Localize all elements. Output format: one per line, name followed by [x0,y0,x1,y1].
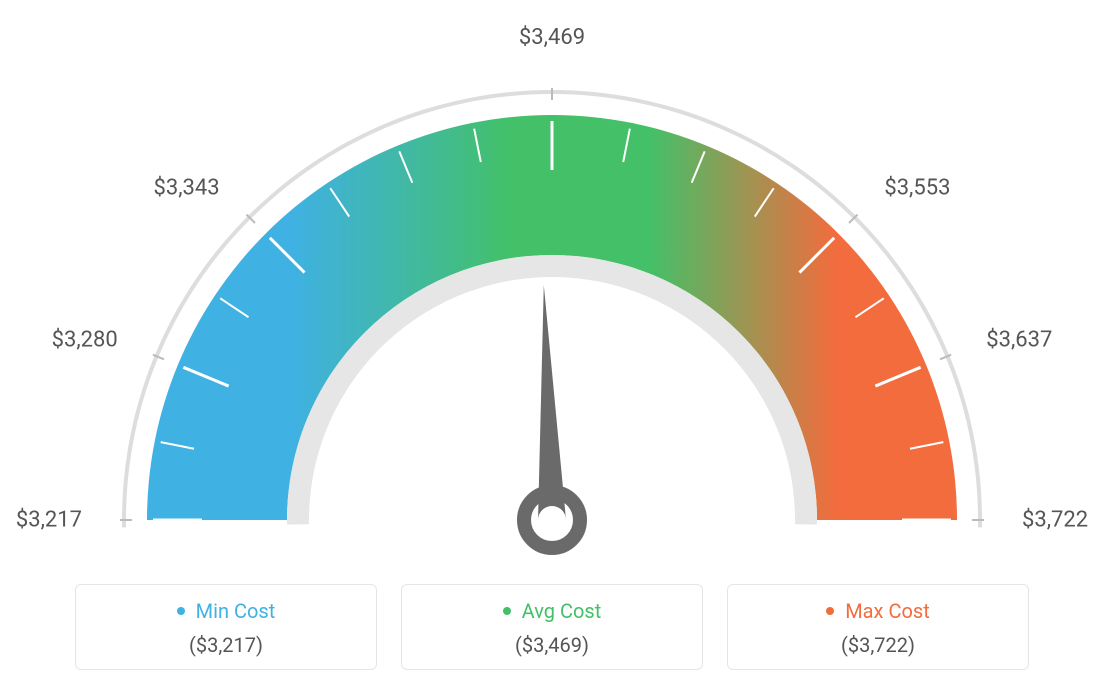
legend-avg-title: Avg Cost [402,599,702,623]
legend-card-avg: Avg Cost ($3,469) [401,584,703,670]
legend-card-min: Min Cost ($3,217) [75,584,377,670]
dot-icon [503,607,511,615]
gauge-tick-label: $3,553 [884,175,950,200]
legend-card-max: Max Cost ($3,722) [727,584,1029,670]
gauge-chart: $3,217 $3,280 $3,343 $3,469 $3,553 $3,637 $3,7… [0,0,1104,560]
gauge-tick-label: $3,280 [52,328,118,353]
chart-container: $3,217 $3,280 $3,343 $3,469 $3,553 $3,637 $3,7… [0,0,1104,690]
dot-icon [177,607,185,615]
legend-min-title-text: Min Cost [196,599,276,623]
legend-max-value: ($3,722) [728,633,1028,657]
gauge-tick-label: $3,637 [986,328,1052,353]
legend-max-title-text: Max Cost [845,599,930,623]
legend-min-value: ($3,217) [76,633,376,657]
gauge-tick-label: $3,722 [1022,508,1088,533]
gauge-tick-label: $3,469 [519,25,585,50]
gauge-svg [0,0,1104,560]
legend-min-title: Min Cost [76,599,376,623]
dot-icon [826,607,834,615]
gauge-tick-label: $3,343 [154,175,220,200]
legend-max-title: Max Cost [728,599,1028,623]
legend-avg-value: ($3,469) [402,633,702,657]
legend-avg-title-text: Avg Cost [522,599,602,623]
legend-row: Min Cost ($3,217) Avg Cost ($3,469) Max … [0,584,1104,670]
gauge-tick-label: $3,217 [16,508,82,533]
